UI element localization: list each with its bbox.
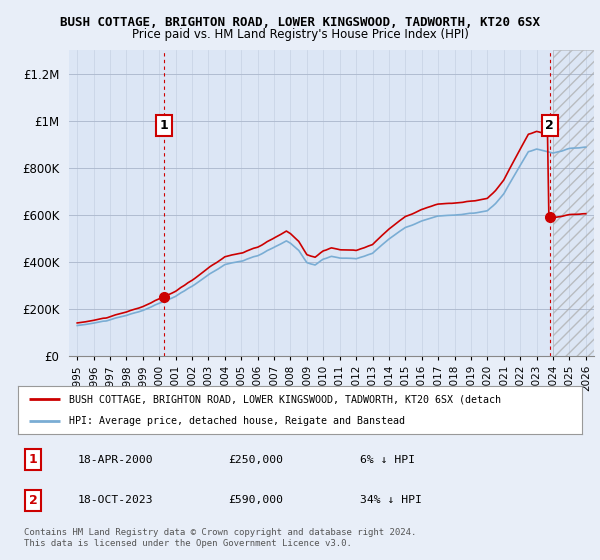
Text: 34% ↓ HPI: 34% ↓ HPI	[360, 495, 422, 505]
Text: 1: 1	[160, 119, 169, 132]
Text: 18-OCT-2023: 18-OCT-2023	[78, 495, 154, 505]
Text: BUSH COTTAGE, BRIGHTON ROAD, LOWER KINGSWOOD, TADWORTH, KT20 6SX (detach: BUSH COTTAGE, BRIGHTON ROAD, LOWER KINGS…	[69, 394, 501, 404]
Text: 18-APR-2000: 18-APR-2000	[78, 455, 154, 465]
Text: £590,000: £590,000	[228, 495, 283, 505]
Text: Price paid vs. HM Land Registry's House Price Index (HPI): Price paid vs. HM Land Registry's House …	[131, 28, 469, 41]
Text: 2: 2	[545, 119, 554, 132]
Text: 1: 1	[29, 453, 37, 466]
Text: BUSH COTTAGE, BRIGHTON ROAD, LOWER KINGSWOOD, TADWORTH, KT20 6SX: BUSH COTTAGE, BRIGHTON ROAD, LOWER KINGS…	[60, 16, 540, 29]
Text: 6% ↓ HPI: 6% ↓ HPI	[360, 455, 415, 465]
Text: HPI: Average price, detached house, Reigate and Banstead: HPI: Average price, detached house, Reig…	[69, 416, 405, 426]
Text: £250,000: £250,000	[228, 455, 283, 465]
Text: Contains HM Land Registry data © Crown copyright and database right 2024.
This d: Contains HM Land Registry data © Crown c…	[24, 528, 416, 548]
Text: 2: 2	[29, 493, 37, 507]
